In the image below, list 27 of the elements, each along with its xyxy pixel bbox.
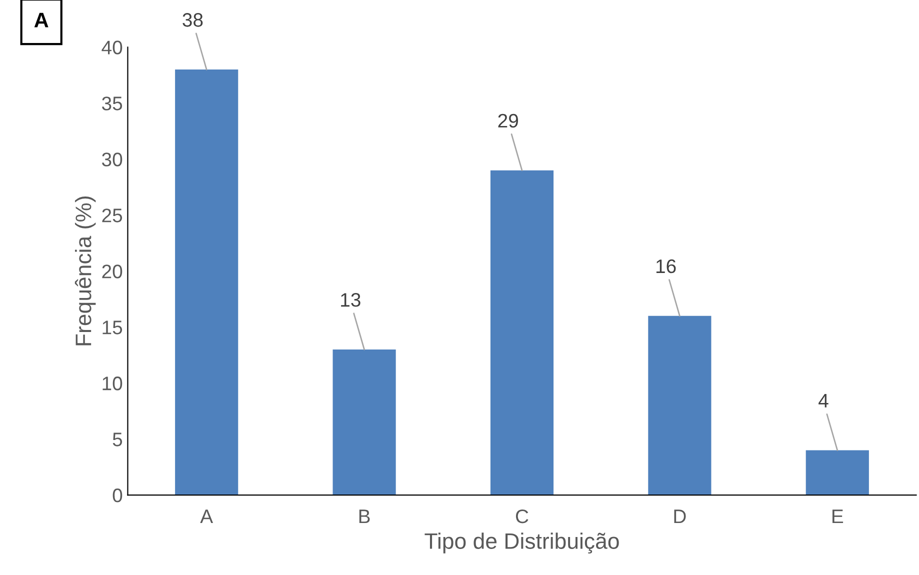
y-tick-label: 10 [102, 376, 122, 390]
bar [332, 350, 396, 496]
y-tick-label: 25 [102, 208, 122, 222]
text: A [34, 12, 48, 28]
data-label: 29 [498, 114, 518, 128]
y-tick-label: 0 [112, 488, 122, 502]
y-tick-label: 15 [102, 320, 122, 334]
data-label: 16 [656, 259, 676, 274]
data-label: 13 [341, 293, 360, 307]
bar [175, 70, 238, 496]
x-tick-label: B [359, 510, 370, 524]
x-tick-label: A [200, 510, 214, 524]
x-axis-title: Tipo de Distribuição [424, 532, 619, 554]
y-tick-label: 5 [112, 432, 122, 446]
data-label: 4 [818, 394, 828, 408]
y-tick-label: 35 [102, 96, 122, 110]
y-tick-label: 20 [102, 264, 122, 278]
y-tick-label: 40 [102, 40, 122, 54]
bar [648, 316, 712, 496]
x-tick-label: D [674, 510, 686, 524]
y-tick-label: 30 [102, 152, 122, 166]
bar [806, 450, 869, 496]
x-tick-label: E [832, 510, 844, 524]
bar [490, 170, 554, 496]
x-tick-label: C [516, 509, 528, 524]
y-axis-title: Frequência (%) [74, 196, 96, 346]
data-label: 38 [182, 13, 203, 27]
